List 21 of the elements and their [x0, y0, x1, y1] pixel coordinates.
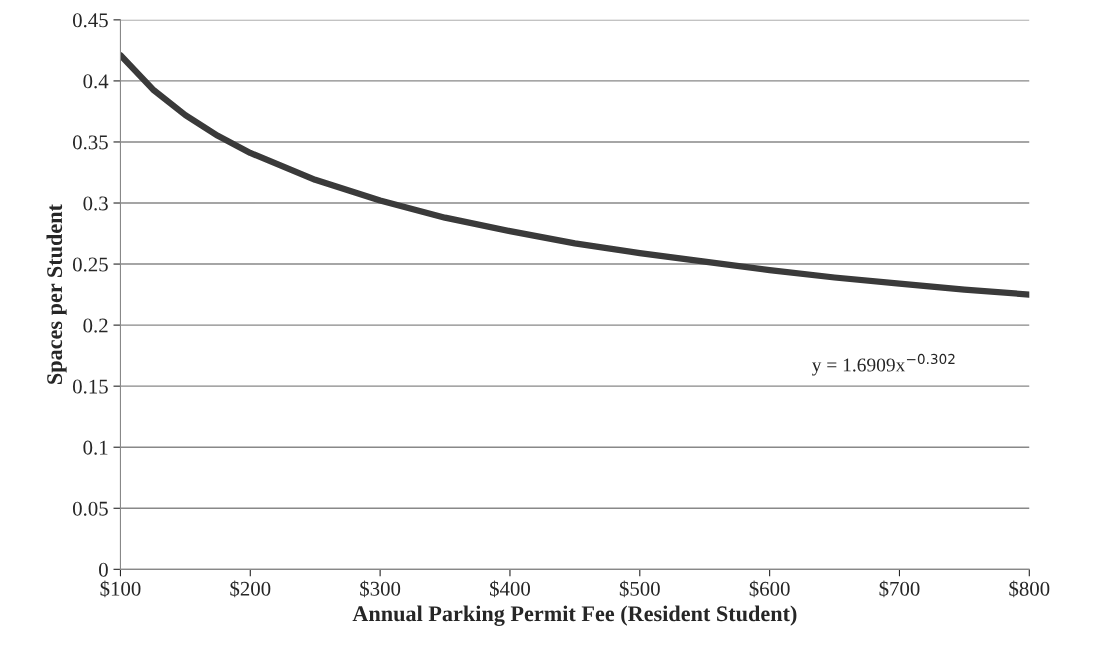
y-tick-label: 0.05: [72, 501, 108, 516]
x-tick-label: $400: [490, 580, 530, 598]
x-tick-label: $200: [230, 580, 271, 598]
annotation: y = 1.6909x$^{−0.302}$: [811, 353, 955, 376]
x-tick-label: $800: [1009, 580, 1050, 598]
x-axis-title: Annual Parking Permit Fee (Resident Student): [352, 605, 797, 626]
y-tick-label: 0.15: [72, 379, 108, 394]
y-tick-label: 0.25: [72, 257, 108, 272]
x-tick-label: $300: [360, 580, 401, 598]
y-tick-label: 0: [99, 562, 108, 577]
y-tick-label: 0.45: [72, 13, 108, 28]
y-tick-label: 0.35: [72, 135, 108, 150]
y-axis-title: Spaces per Student: [46, 204, 67, 384]
x-tick-label: $500: [619, 580, 660, 598]
y-tick-label: 0.4: [83, 74, 109, 89]
x-tick-label: $700: [879, 580, 920, 598]
y-tick-label: 0.2: [83, 318, 108, 333]
y-tick-label: 0.3: [83, 196, 108, 211]
y-tick-label: 0.1: [83, 440, 108, 455]
x-tick-label: $100: [100, 580, 141, 598]
x-tick-label: $600: [749, 580, 790, 598]
